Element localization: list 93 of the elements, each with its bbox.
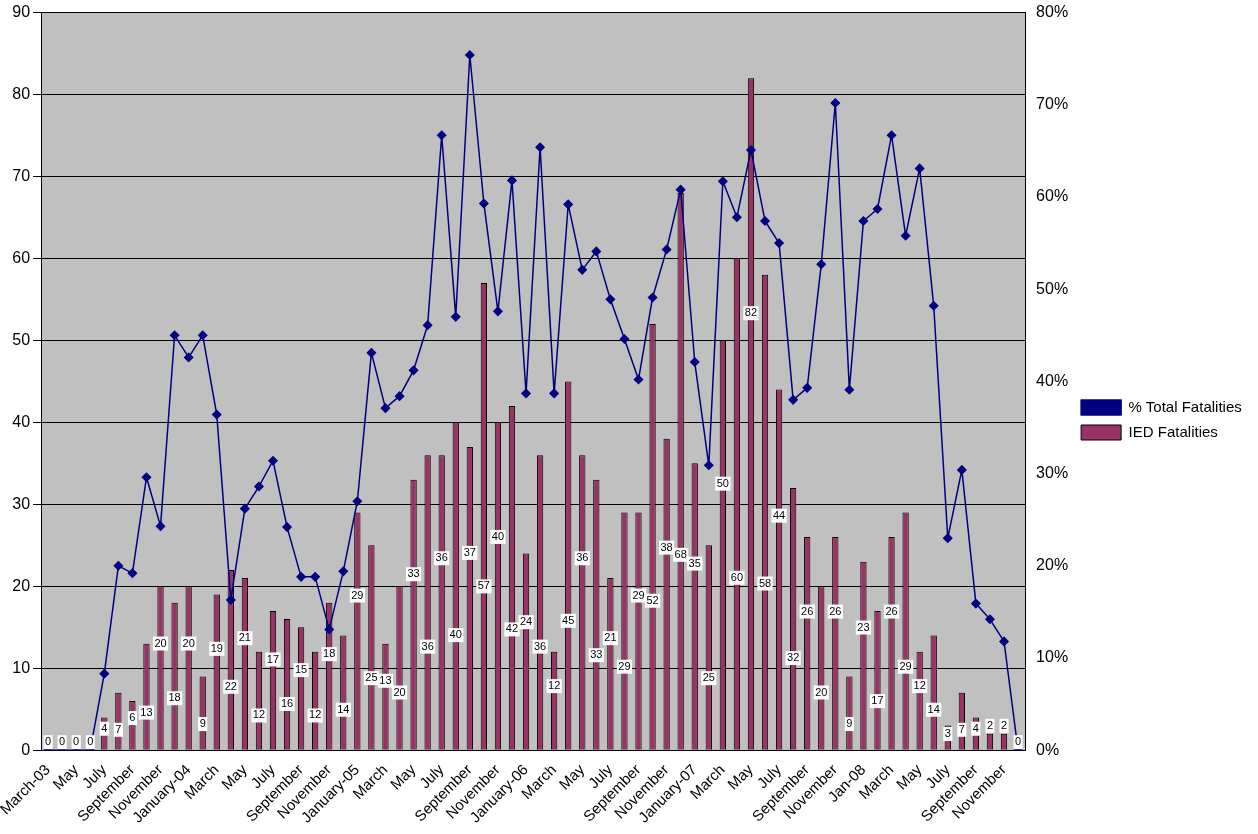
data-label: 36: [435, 551, 448, 564]
data-label: 12: [252, 708, 266, 721]
data-label: 24: [519, 615, 533, 628]
data-label: 32: [787, 651, 800, 664]
y2-tick-label: 40%: [1036, 371, 1069, 389]
y-tick-label: 30: [12, 494, 31, 512]
data-label: 18: [168, 691, 181, 704]
data-label: 29: [351, 588, 364, 601]
data-label: 4: [972, 721, 979, 734]
data-label: 40: [449, 628, 462, 641]
data-label: 12: [309, 708, 322, 721]
y2-tick-label: 10%: [1036, 648, 1069, 666]
y2-tick-label: 50%: [1036, 279, 1069, 297]
y-tick-label: 60: [12, 248, 31, 266]
data-label: 21: [604, 631, 617, 644]
data-label: 12: [913, 679, 926, 692]
data-label: 0: [73, 735, 80, 748]
data-label: 9: [846, 717, 853, 730]
y2-tick-label: 60%: [1036, 187, 1069, 205]
data-label: 2: [986, 718, 994, 731]
data-label: 17: [871, 694, 884, 707]
data-label: 29: [632, 588, 645, 601]
data-label: 0: [1015, 735, 1022, 748]
data-label: 20: [182, 636, 195, 649]
data-label: 16: [280, 697, 294, 710]
y-tick-label: 90: [12, 3, 31, 21]
data-label: 17: [266, 652, 280, 665]
data-label: 18: [323, 647, 336, 660]
data-label: 58: [758, 576, 772, 589]
data-label: 25: [365, 671, 378, 684]
data-label: 22: [224, 679, 237, 692]
data-label: 29: [899, 659, 912, 672]
data-label: 57: [477, 579, 490, 592]
data-label: 82: [744, 306, 758, 319]
data-label: 36: [421, 639, 434, 652]
data-label: 4: [101, 721, 108, 734]
data-label: 14: [927, 702, 940, 715]
legend-label: IED Fatalities: [1128, 422, 1218, 440]
data-label: 29: [618, 659, 631, 672]
data-label: 0: [59, 735, 66, 748]
data-label: 33: [590, 648, 603, 661]
data-label: 6: [129, 711, 136, 724]
data-label: 44: [772, 508, 786, 521]
data-label: 25: [702, 671, 715, 684]
data-label: 26: [829, 604, 842, 617]
data-label: 52: [646, 593, 659, 606]
y-tick-label: 20: [12, 576, 31, 594]
data-label: 19: [210, 641, 223, 654]
data-label: 14: [337, 702, 350, 715]
data-label: 50: [716, 476, 729, 489]
data-label: 33: [407, 567, 420, 580]
data-label: 7: [958, 722, 965, 735]
data-label: 20: [815, 685, 828, 698]
y2-tick-label: 20%: [1036, 556, 1069, 574]
data-label: 0: [87, 735, 94, 748]
data-label: 26: [885, 604, 898, 617]
data-label: 2: [1000, 718, 1008, 731]
x-tick-label: May: [555, 760, 588, 793]
y-tick-label: 80: [12, 84, 31, 102]
y2-tick-label: 80%: [1036, 3, 1069, 21]
data-label: 42: [505, 622, 519, 635]
data-label: 13: [379, 673, 392, 686]
y-tick-label: 70: [12, 166, 31, 184]
data-label: 60: [730, 570, 744, 583]
data-label: 36: [576, 551, 589, 564]
data-label: 3: [944, 727, 951, 740]
data-label: 45: [562, 613, 575, 626]
legend-label: % Total Fatalities: [1128, 397, 1242, 415]
y2-tick-label: 30%: [1036, 464, 1069, 482]
data-label: 7: [115, 722, 122, 735]
data-label: 21: [238, 631, 252, 644]
data-label: 0: [45, 735, 52, 748]
data-label: 38: [660, 540, 673, 553]
y-tick-label: 0: [21, 740, 31, 758]
data-label: 36: [533, 639, 547, 652]
data-label: 68: [674, 547, 687, 560]
x-tick-label: May: [49, 760, 82, 793]
data-label: 37: [463, 545, 476, 558]
data-label: 12: [548, 679, 561, 692]
data-label: 20: [154, 636, 167, 649]
y2-tick-label: 0%: [1036, 740, 1060, 758]
y-tick-label: 40: [12, 412, 31, 430]
data-label: 23: [857, 620, 870, 633]
data-label: 20: [393, 685, 406, 698]
y-tick-label: 50: [12, 330, 31, 348]
data-label: 13: [140, 705, 153, 718]
data-label: 35: [688, 556, 701, 569]
data-label: 15: [294, 663, 308, 676]
data-label: 26: [801, 604, 814, 617]
data-label: 40: [491, 529, 505, 542]
y-tick-label: 10: [12, 658, 31, 676]
data-label: 9: [199, 717, 206, 730]
y2-tick-label: 70%: [1036, 95, 1069, 113]
